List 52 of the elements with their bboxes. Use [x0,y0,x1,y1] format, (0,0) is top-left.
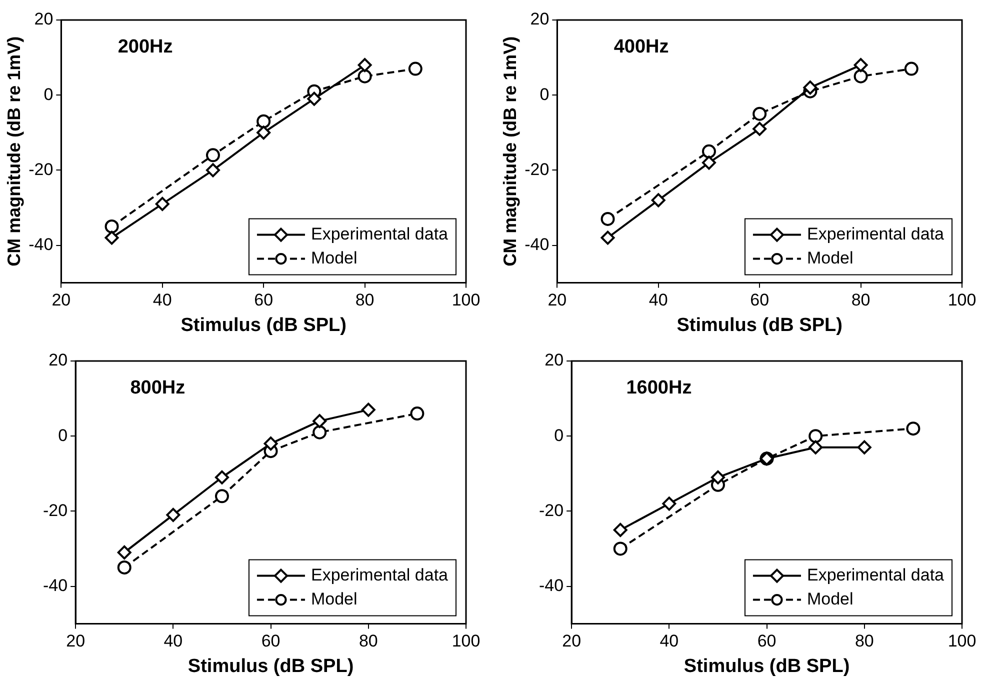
x-tick-label: 80 [854,632,874,651]
x-tick-label: 100 [452,290,480,310]
legend-label: Model [806,589,854,608]
x-tick-label: 100 [948,290,976,310]
y-tick-label: -40 [42,576,68,595]
text: 200Hz [118,36,173,58]
y-tick-label: 0 [540,84,550,104]
legend-label: Experimental data [310,565,449,584]
legend-label: Model [806,248,854,268]
text: 800Hz [130,378,186,399]
y-tick-label: -20 [28,160,54,179]
y-tick-label: -20 [42,500,68,520]
x-axis-title: Stimulus (dB SPL) [180,314,346,336]
y-tick-label: -40 [538,576,564,595]
x-tick-label: 40 [164,632,183,651]
x-tick-label: 20 [562,632,582,651]
legend-label: Experimental data [806,224,945,244]
text: 400Hz [614,36,669,58]
x-axis-title: Stimulus (dB SPL) [684,656,850,677]
y-axis-title: CM magnitude (dB re 1mV) [4,36,24,266]
x-tick-label: 20 [66,632,86,651]
y-tick-label: 20 [48,350,68,370]
x-axis-title: Stimulus (dB SPL) [676,314,842,336]
y-tick-label: -20 [538,500,564,520]
y-tick-label: 20 [544,350,564,370]
y-tick-label: 20 [34,10,54,29]
x-tick-label: 40 [660,632,679,651]
legend-label: Experimental data [310,224,449,244]
x-tick-label: 40 [648,290,668,310]
y-tick-label: -40 [524,234,550,254]
x-tick-label: 60 [254,290,274,310]
legend-label: Model [310,589,358,608]
x-tick-label: 40 [152,290,172,310]
legend-label: Model [310,248,358,268]
y-tick-label: 20 [530,10,550,29]
x-tick-label: 100 [452,632,480,651]
x-tick-label: 100 [948,632,976,651]
x-axis-title: Stimulus (dB SPL) [188,656,354,677]
y-tick-label: 0 [44,84,54,104]
y-axis-title: CM magnitude (dB re 1mV) [500,36,520,266]
y-tick-label: -20 [524,160,550,179]
x-tick-label: 60 [750,290,770,310]
legend-label: Experimental data [806,565,945,584]
y-tick-label: 0 [58,426,68,445]
x-tick-label: 80 [358,632,378,651]
text: 1600Hz [626,378,692,399]
y-tick-label: 0 [554,426,564,445]
x-tick-label: 80 [851,290,870,310]
y-tick-label: -40 [28,234,54,254]
x-tick-label: 80 [355,290,374,310]
x-tick-label: 60 [757,632,776,651]
x-tick-label: 60 [261,632,280,651]
